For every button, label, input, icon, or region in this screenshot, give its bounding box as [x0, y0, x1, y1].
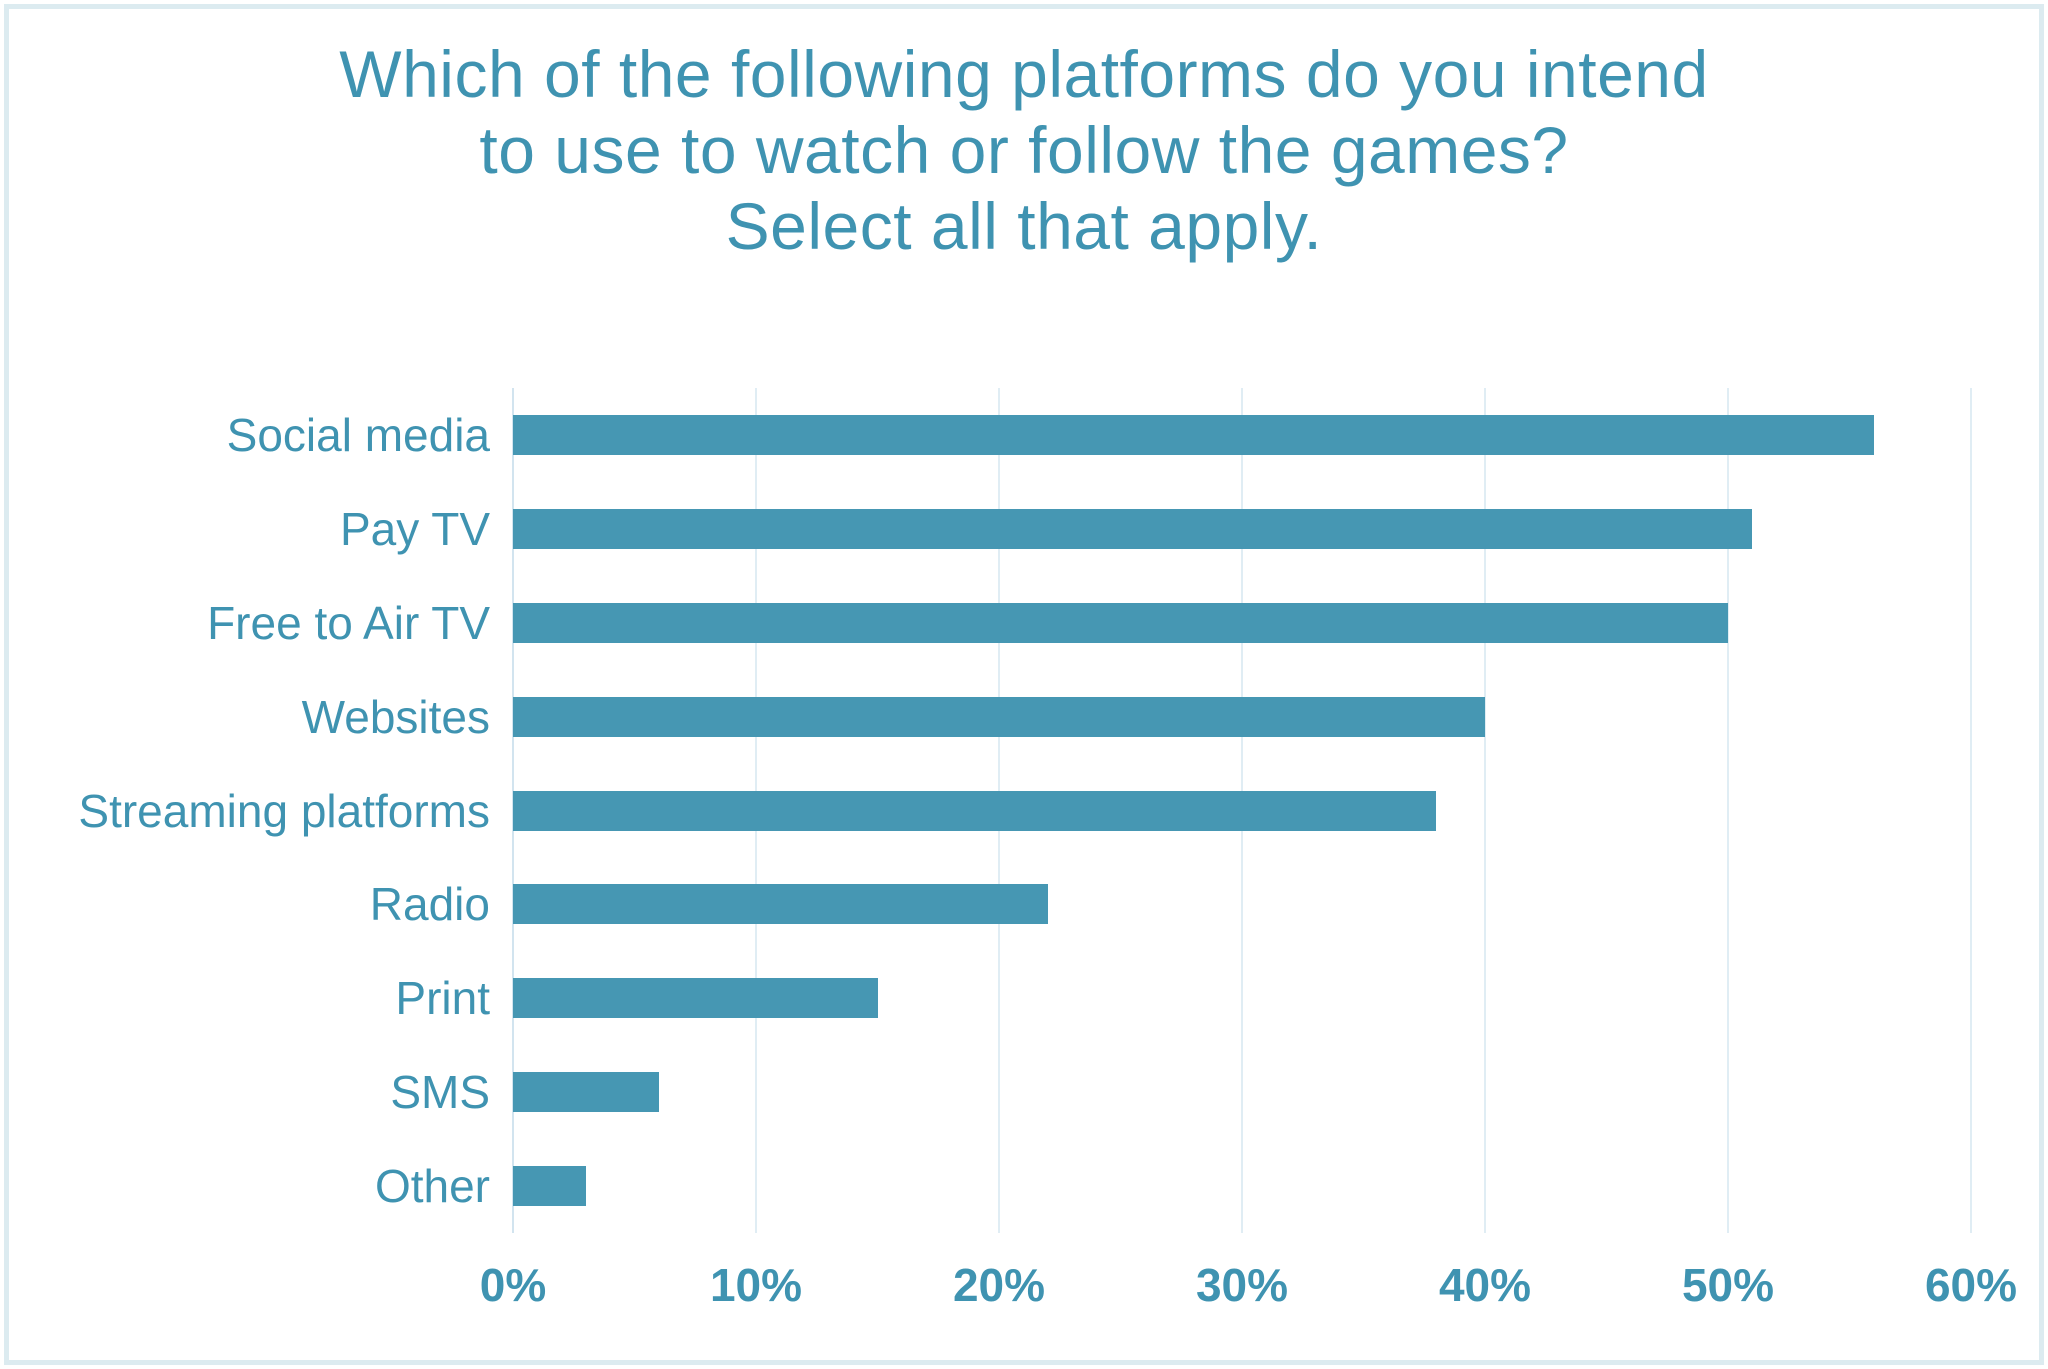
x-tick-label: 60%	[1924, 1259, 2018, 1311]
bar-row: Free to Air TV	[30, 576, 1971, 670]
bar-track	[513, 1045, 1971, 1139]
x-axis-tick-labels: 0% 10% 20% 30% 40% 50% 60%	[480, 1258, 2017, 1328]
bar	[513, 884, 1048, 925]
bar-track	[513, 388, 1971, 482]
bar	[513, 508, 1753, 549]
bar	[513, 1072, 659, 1113]
bar-row: SMS	[30, 1045, 1971, 1139]
bar	[513, 790, 1437, 831]
x-tick-label: 50%	[1681, 1259, 1775, 1311]
category-label: Social media	[226, 408, 490, 461]
x-tick-label: 20%	[952, 1259, 1046, 1311]
chart-title-line-3: Select all that apply.	[725, 189, 1323, 263]
bar-row: Streaming platforms	[30, 764, 1971, 858]
bar-track	[513, 482, 1971, 576]
gridline	[1727, 388, 1729, 1233]
bar-track	[513, 857, 1971, 951]
chart-title-line-2: to use to watch or follow the games?	[479, 113, 1569, 187]
x-tick-label: 0%	[479, 1259, 547, 1311]
bar	[513, 696, 1485, 737]
bar-track	[513, 670, 1971, 764]
bar-track	[513, 951, 1971, 1045]
chart-title: Which of the following platforms do you …	[0, 36, 2048, 264]
x-tick-label: 10%	[709, 1259, 803, 1311]
bar	[513, 978, 878, 1019]
bar-row: Pay TV	[30, 482, 1971, 576]
bar-track	[513, 764, 1971, 858]
category-label: Pay TV	[340, 502, 490, 555]
bar	[513, 1166, 586, 1207]
category-label: Streaming platforms	[78, 784, 490, 837]
bar-row: Social media	[30, 388, 1971, 482]
gridline	[1484, 388, 1486, 1233]
bar-rows: Social media Pay TV Free to Air TV Websites…	[30, 388, 1971, 1233]
category-label: Other	[374, 1160, 490, 1213]
x-tick-label: 30%	[1195, 1259, 1289, 1311]
bar-track	[513, 1139, 1971, 1233]
bar	[513, 414, 1874, 455]
category-label: Free to Air TV	[207, 596, 490, 649]
bar-row: Other	[30, 1139, 1971, 1233]
chart-title-line-1: Which of the following platforms do you …	[339, 37, 1709, 111]
gridline	[1970, 388, 1972, 1233]
category-label: Print	[395, 972, 490, 1025]
bar-row: Websites	[30, 670, 1971, 764]
bar-track	[513, 576, 1971, 670]
category-label: Websites	[301, 690, 490, 743]
bar-row: Print	[30, 951, 1971, 1045]
bar-row: Radio	[30, 857, 1971, 951]
category-label: Radio	[369, 878, 490, 931]
bar	[513, 602, 1728, 643]
category-label: SMS	[390, 1066, 490, 1119]
x-tick-label: 40%	[1438, 1259, 1532, 1311]
